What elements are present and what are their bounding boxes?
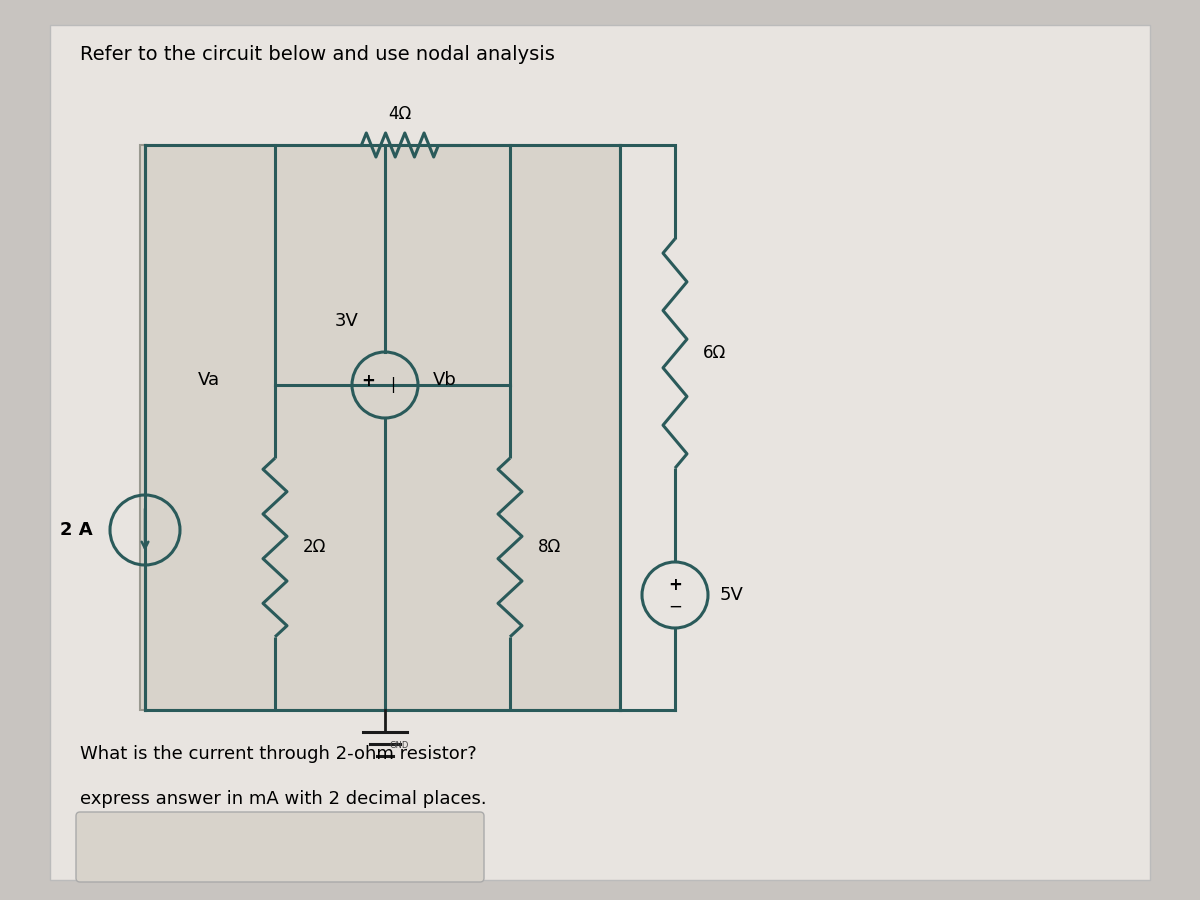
Text: 8Ω: 8Ω <box>538 538 562 556</box>
Text: 3V: 3V <box>335 312 359 330</box>
Text: +: + <box>668 576 682 594</box>
Text: 2Ω: 2Ω <box>302 538 326 556</box>
Text: Vb: Vb <box>433 371 457 389</box>
FancyBboxPatch shape <box>50 25 1150 880</box>
Text: 6Ω: 6Ω <box>703 345 726 363</box>
Text: Va: Va <box>198 371 220 389</box>
FancyBboxPatch shape <box>76 812 484 882</box>
Text: +: + <box>361 372 374 390</box>
Text: express answer in mA with 2 decimal places.: express answer in mA with 2 decimal plac… <box>80 790 487 808</box>
Text: Refer to the circuit below and use nodal analysis: Refer to the circuit below and use nodal… <box>80 45 554 64</box>
Text: What is the current through 2-ohm resistor?: What is the current through 2-ohm resist… <box>80 745 476 763</box>
Text: GND: GND <box>390 742 409 751</box>
Text: 5V: 5V <box>720 586 744 604</box>
Text: 2 A: 2 A <box>60 521 94 539</box>
Text: −: − <box>668 598 682 616</box>
FancyBboxPatch shape <box>140 145 620 710</box>
Text: |: | <box>390 377 395 393</box>
Text: 4Ω: 4Ω <box>389 105 412 123</box>
